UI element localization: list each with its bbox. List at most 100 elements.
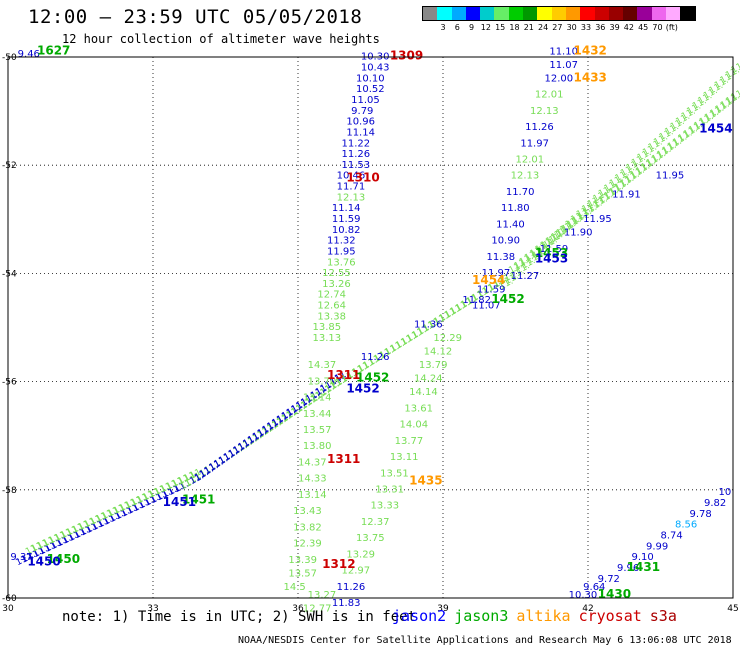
wave-height-value: 13.14 — [298, 490, 327, 501]
y-tick-label: -60 — [2, 594, 17, 604]
legend-tick: 18 — [509, 23, 520, 32]
y-tick-label: -50 — [2, 53, 17, 63]
pass-label-jason2: 1450 — [27, 555, 60, 569]
wave-height-value: 10.96 — [346, 117, 375, 128]
pass-label-jason2: 1451 — [163, 495, 196, 509]
satellite-legend-jason2: jason2 — [392, 607, 447, 625]
pass-label-cryosat: 1312 — [322, 557, 355, 571]
wave-height-value: 14.37 — [298, 457, 327, 468]
wave-height-value: 13.79 — [419, 360, 448, 371]
wave-height-value: 11.71 — [337, 182, 366, 193]
satellite-legend-s3a: s3a — [649, 607, 677, 625]
wave-height-value: 10 — [719, 487, 732, 498]
wave-height-value: 13.57 — [303, 425, 332, 436]
legend-swatch-11 — [580, 7, 595, 20]
legend-tick: 39 — [609, 23, 620, 32]
legend-swatch-6 — [508, 7, 524, 20]
wave-height-value: 12.55 — [322, 268, 351, 279]
wave-height-value: 11.27 — [511, 271, 540, 282]
wave-height-value: 12.01 — [516, 154, 545, 165]
wave-height-value: 14.12 — [424, 347, 453, 358]
wave-height-value: 9.37 — [10, 552, 32, 563]
legend-swatch-14 — [623, 7, 638, 20]
x-tick-label: 39 — [437, 604, 449, 614]
legend-tick: 3 — [440, 23, 446, 32]
legend-tick: 6 — [454, 23, 460, 32]
legend-swatch-16 — [651, 7, 667, 20]
legend-swatch-1 — [437, 7, 452, 20]
wave-height-value: 13.75 — [356, 533, 385, 544]
wave-height-value: 11.32 — [327, 236, 356, 247]
wave-height-value: 11.97 — [520, 138, 549, 149]
x-tick-label: 42 — [582, 604, 593, 614]
satellite-legend-cryosat: cryosat — [578, 607, 642, 625]
wave-height-value: 13.44 — [303, 409, 332, 420]
wave-height-value: 13.29 — [346, 549, 375, 560]
wave-height-value: 12.01 — [535, 90, 564, 101]
y-tick-label: -52 — [2, 161, 17, 171]
wave-height-value: 10.46 — [337, 171, 366, 182]
legend-tick: 15 — [495, 23, 506, 32]
pass-label-cryosat: 1310 — [346, 170, 379, 184]
wave-height-value: 9.99 — [646, 541, 668, 552]
legend-swatch-9 — [551, 7, 566, 20]
legend-tick: 24 — [538, 23, 549, 32]
wave-height-value: 11.53 — [342, 160, 371, 171]
track-mark-jason2-top: 11. — [724, 91, 740, 107]
footer-note: note: 1) Time is in UTC; 2) SWH is in fe… — [62, 609, 417, 625]
map-frame — [7, 56, 734, 599]
wave-height-value: 12.00 — [545, 73, 574, 84]
pass-label-jason3: 1452 — [491, 292, 524, 306]
wave-height-value: 14.14 — [409, 387, 438, 398]
wave-height-value: 14.5 — [284, 582, 306, 593]
wave-height-value: 8.56 — [675, 520, 697, 531]
wave-height-value: 13.76 — [327, 257, 356, 268]
legend-tick: 33 — [580, 23, 592, 32]
wave-height-value: 10.43 — [361, 63, 390, 74]
legend-tick: 21 — [523, 23, 534, 32]
track-mark-jason3-top: 11. — [724, 65, 740, 81]
legend-tick: 27 — [552, 23, 563, 32]
pass-label-jason3: 1453 — [535, 246, 568, 260]
wave-height-value: 13.82 — [293, 522, 322, 533]
legend-swatch-13 — [608, 7, 624, 20]
wave-height-value: 13.39 — [288, 555, 317, 566]
pass-label-jason3: 1430 — [598, 587, 631, 601]
legend-swatch-0 — [423, 7, 438, 20]
wave-height-value: 11.26 — [525, 122, 554, 133]
legend-swatch-10 — [565, 7, 581, 20]
wave-height-value: 14.37 — [308, 360, 337, 371]
wave-height-value: 12.29 — [433, 333, 462, 344]
wave-height-value: 13.26 — [322, 279, 351, 290]
wave-height-value: 12.77 — [303, 604, 332, 615]
wave-height-value: 11.36 — [414, 320, 443, 331]
wave-height-value: 11.14 — [346, 127, 375, 138]
wave-height-value: 12.13 — [530, 106, 559, 117]
pass-label-cryosat: 1309 — [390, 49, 423, 63]
track-mark-jason2-top: 11. — [730, 87, 740, 103]
legend-swatch-5 — [494, 7, 509, 20]
x-tick-label: 33 — [147, 604, 158, 614]
wave-height-value: 11.95 — [327, 246, 356, 257]
legend-tick: 30 — [566, 23, 577, 32]
wave-height-value: 14.24 — [414, 374, 443, 385]
wave-height-value: 12.13 — [511, 171, 540, 182]
x-tick-label: 36 — [292, 604, 304, 614]
legend-unit: (ft) — [665, 23, 678, 32]
wave-height-value: 13.11 — [390, 452, 419, 463]
pass-label-altika: 1433 — [574, 70, 607, 84]
wave-height-value: 9.64 — [583, 582, 605, 593]
wave-height-value: 12.39 — [293, 539, 322, 550]
wave-height-value: 9.79 — [351, 106, 373, 117]
wave-height-value: 9.72 — [598, 574, 620, 585]
legend-tick: 42 — [623, 23, 634, 32]
satellite-legend: jason2 jason3 altika cryosat s3a — [392, 607, 685, 625]
wave-height-value: 9.96 — [617, 563, 639, 574]
wave-height-value: 14.33 — [298, 474, 327, 485]
wave-height-value: 11.05 — [351, 95, 380, 106]
legend-tick: 9 — [469, 23, 475, 32]
legend-swatch-4 — [480, 7, 495, 20]
legend-tick: 45 — [638, 23, 649, 32]
wave-height-value: 10.30 — [569, 590, 598, 601]
